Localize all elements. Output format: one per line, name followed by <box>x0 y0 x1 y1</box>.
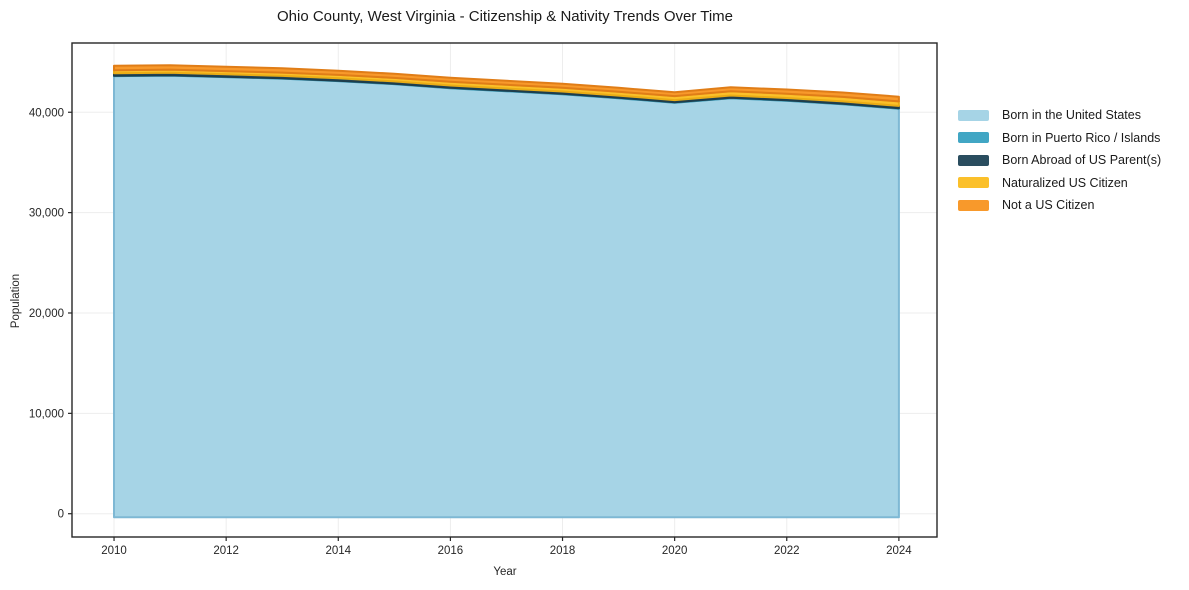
legend-swatch <box>958 109 989 121</box>
legend-item: Born in Puerto Rico / Islands <box>958 127 1161 150</box>
plot-border <box>71 42 938 538</box>
legend-item: Born in the United States <box>958 104 1161 127</box>
x-tick-label: 2018 <box>550 545 576 557</box>
legend-label: Born in the United States <box>1002 108 1141 123</box>
x-axis-label: Year <box>493 566 517 578</box>
x-tick-label: 2016 <box>438 545 464 557</box>
x-tick-label: 2022 <box>774 545 800 557</box>
y-tick-label: 0 <box>58 509 64 521</box>
legend-swatch <box>958 154 989 166</box>
legend-label: Born in Puerto Rico / Islands <box>1002 130 1161 145</box>
x-tick-label: 2010 <box>101 545 127 557</box>
y-tick-label: 20,000 <box>29 308 64 320</box>
axis-ticks: 2010 2012 2014 2016 2018 2020 2022 2024 0 10,000 2… <box>29 107 912 557</box>
legend-item: Not a US Citizen <box>958 194 1161 217</box>
x-tick-label: 2020 <box>662 545 688 557</box>
legend-item: Naturalized US Citizen <box>958 172 1161 195</box>
legend-swatch <box>958 132 989 144</box>
x-tick-label: 2012 <box>213 545 239 557</box>
x-tick-label: 2024 <box>886 545 912 557</box>
y-tick-label: 10,000 <box>29 408 64 420</box>
y-tick-label: 40,000 <box>29 107 64 119</box>
legend-label: Naturalized US Citizen <box>1002 175 1128 190</box>
legend-swatch <box>958 177 989 189</box>
area-band-1 <box>113 74 900 519</box>
chart-title: Ohio County, West Virginia - Citizenship… <box>277 8 733 25</box>
legend-swatch <box>958 199 989 211</box>
legend-label: Not a US Citizen <box>1002 198 1095 213</box>
x-tick-label: 2014 <box>325 545 351 557</box>
y-tick-label: 30,000 <box>29 208 64 220</box>
legend-label: Born Abroad of US Parent(s) <box>1002 153 1162 168</box>
area-band-5 <box>113 64 900 103</box>
area-bands <box>113 64 900 519</box>
legend: Born in the United States Born in Puerto … <box>958 104 1161 217</box>
legend-item: Born Abroad of US Parent(s) <box>958 149 1161 172</box>
